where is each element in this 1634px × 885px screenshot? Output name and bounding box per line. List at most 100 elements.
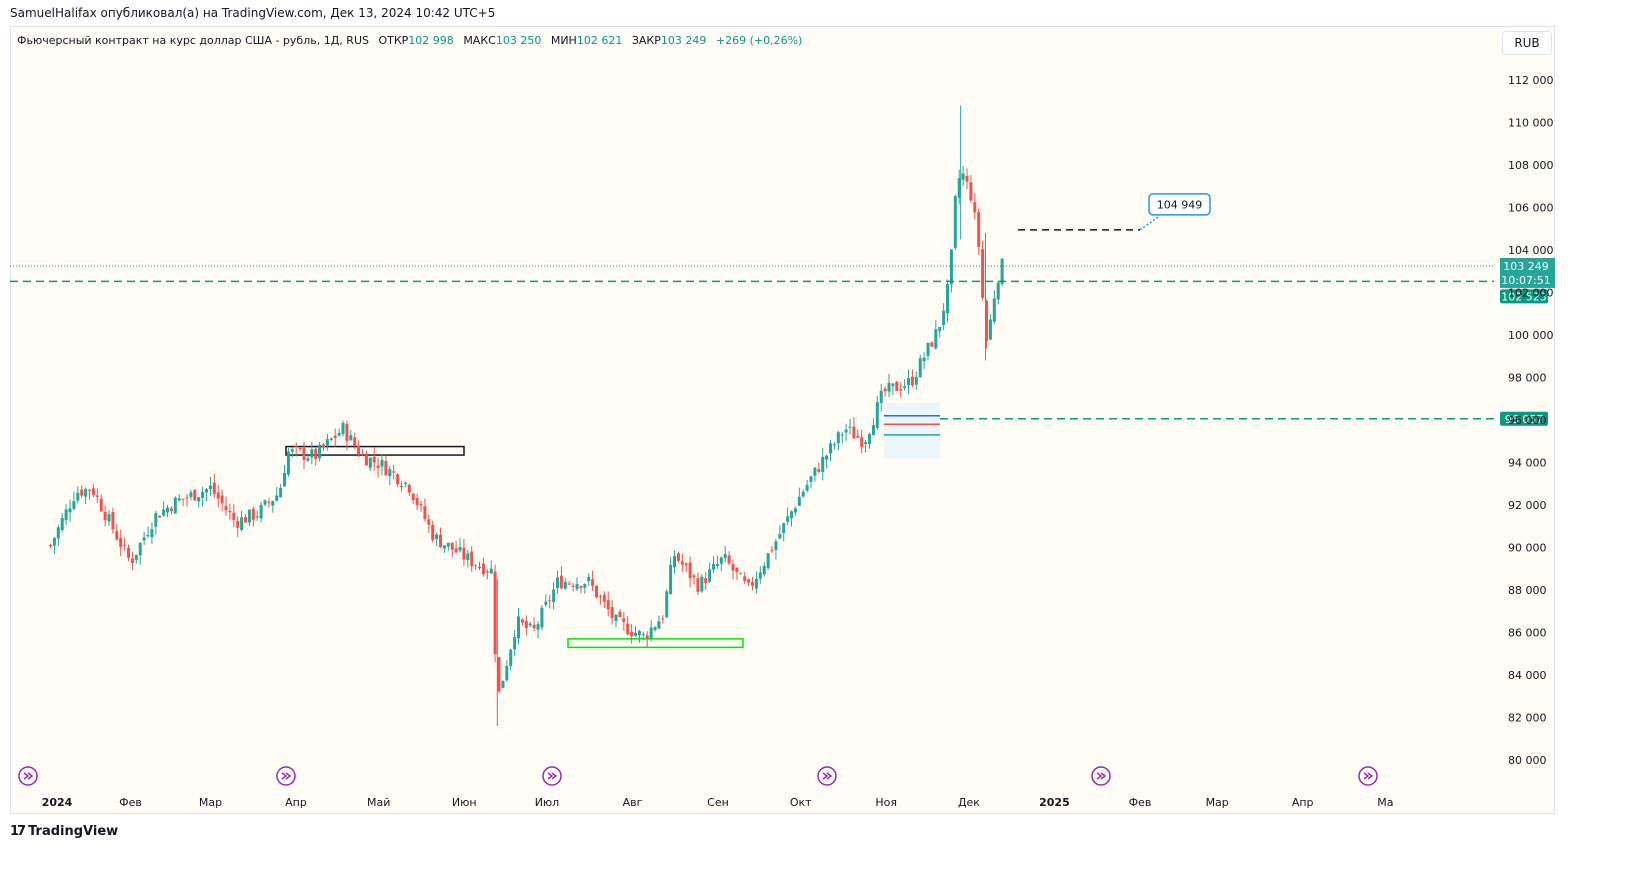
navigation-icon[interactable] bbox=[817, 766, 837, 786]
candle-body bbox=[688, 562, 692, 579]
candle-body bbox=[103, 511, 107, 521]
candle-body bbox=[263, 500, 267, 505]
candle-body bbox=[458, 546, 462, 551]
candle-body bbox=[860, 437, 864, 448]
candle-body bbox=[583, 584, 587, 588]
candle-body bbox=[782, 523, 786, 533]
candle-body bbox=[653, 627, 657, 630]
tradingview-logo[interactable]: 17 TradingView bbox=[10, 824, 118, 839]
candle-body bbox=[478, 566, 482, 568]
candle-body bbox=[442, 545, 446, 549]
candle-body bbox=[801, 491, 805, 497]
navigation-icon[interactable] bbox=[1091, 766, 1111, 786]
candle-body bbox=[111, 512, 115, 530]
candle-body bbox=[177, 498, 181, 501]
navigation-icon[interactable] bbox=[542, 766, 562, 786]
candle-body bbox=[255, 516, 259, 518]
candle-body bbox=[618, 611, 622, 617]
candle-body bbox=[244, 517, 248, 523]
candle-body bbox=[474, 565, 478, 567]
candle-body bbox=[142, 537, 146, 541]
navigation-icon[interactable] bbox=[18, 766, 38, 786]
currency-button[interactable]: RUB bbox=[1502, 31, 1552, 55]
candle-body bbox=[107, 514, 111, 522]
candle-body bbox=[224, 505, 228, 511]
candle-body bbox=[899, 389, 903, 391]
y-tick-label: 84 000 bbox=[1508, 669, 1547, 682]
candle-body bbox=[871, 425, 875, 436]
candle-body bbox=[957, 178, 961, 198]
candle-body bbox=[322, 444, 326, 448]
candle-body bbox=[513, 637, 517, 650]
candle-body bbox=[368, 457, 372, 468]
x-tick-label: Ма bbox=[1377, 796, 1393, 809]
candle-body bbox=[669, 564, 673, 594]
candle-body bbox=[431, 524, 435, 541]
candle-body bbox=[942, 310, 946, 326]
hline-price-label: 102 523 bbox=[1501, 290, 1547, 303]
chart-area[interactable] bbox=[10, 26, 1555, 814]
candle-body bbox=[185, 497, 189, 499]
candle-body bbox=[407, 484, 411, 493]
candle-body bbox=[318, 444, 322, 459]
candle-body bbox=[751, 581, 755, 586]
candle-body bbox=[840, 434, 844, 436]
candle-body bbox=[181, 498, 185, 500]
candle-body bbox=[556, 577, 560, 589]
candle-body bbox=[228, 510, 232, 513]
navigation-icon[interactable] bbox=[276, 766, 296, 786]
high-label: МАКС bbox=[463, 34, 496, 47]
y-tick-label: 98 000 bbox=[1508, 372, 1547, 385]
candle-body bbox=[602, 594, 606, 602]
x-tick-label: Май bbox=[367, 796, 390, 809]
candle-body bbox=[353, 437, 357, 447]
candle-body bbox=[961, 173, 965, 180]
candle-body bbox=[423, 506, 427, 519]
candle-body bbox=[361, 453, 365, 455]
x-tick-label: Дек bbox=[958, 796, 980, 809]
candle-body bbox=[692, 575, 696, 578]
candle-body bbox=[302, 447, 306, 460]
candle-body bbox=[891, 383, 895, 386]
resistance-zone bbox=[285, 445, 465, 456]
y-tick-label: 110 000 bbox=[1508, 117, 1554, 130]
candle-body bbox=[641, 634, 645, 636]
candle-body bbox=[708, 569, 712, 582]
candle-body bbox=[357, 445, 361, 455]
candle-body bbox=[832, 444, 836, 446]
candle-body bbox=[275, 495, 279, 501]
x-tick-label: 2024 bbox=[42, 796, 73, 809]
x-tick-label: Сен bbox=[707, 796, 729, 809]
candle-body bbox=[119, 537, 123, 547]
candle-body bbox=[501, 680, 505, 689]
candle-body bbox=[493, 571, 497, 655]
candle-body bbox=[610, 607, 614, 618]
candle-body bbox=[294, 446, 298, 448]
candle-body bbox=[981, 249, 985, 298]
candle-body bbox=[396, 474, 400, 485]
candle-body bbox=[797, 496, 801, 506]
navigation-icon[interactable] bbox=[1358, 766, 1378, 786]
support-price-label-bg bbox=[1500, 411, 1548, 426]
candle-body bbox=[419, 504, 423, 506]
candle-body bbox=[345, 423, 349, 441]
candle-body bbox=[91, 488, 95, 495]
y-tick-label: 88 000 bbox=[1508, 584, 1547, 597]
highlight-zone bbox=[884, 403, 940, 459]
candle-body bbox=[731, 564, 735, 571]
high-value: 103 250 bbox=[495, 34, 542, 47]
candle-body bbox=[930, 342, 934, 347]
tradingview-logo-icon: 17 bbox=[10, 824, 26, 839]
candle-body bbox=[189, 492, 193, 497]
candle-body bbox=[454, 548, 458, 553]
candle-body bbox=[283, 473, 287, 487]
candle-body bbox=[64, 509, 68, 521]
candle-body bbox=[329, 438, 333, 440]
candle-body bbox=[446, 542, 450, 547]
candle-body bbox=[883, 388, 887, 392]
candle-body bbox=[146, 534, 150, 536]
publish-caption: SamuelHalifax опубликовал(а) на TradingV… bbox=[10, 6, 496, 20]
candle-body bbox=[661, 618, 665, 620]
y-tick-label: 100 000 bbox=[1508, 329, 1554, 342]
candle-body bbox=[786, 516, 790, 522]
